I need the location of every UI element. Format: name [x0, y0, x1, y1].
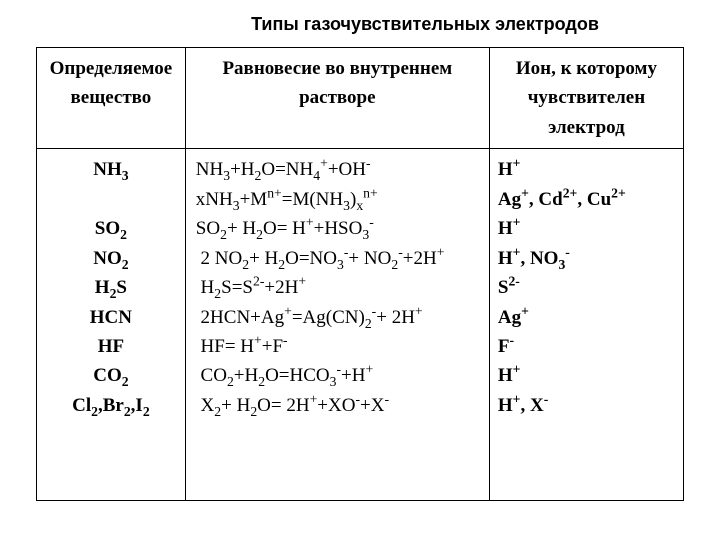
equilibrium-line: NH3+H2O=NH4++OH- — [196, 155, 481, 184]
analyte-line: SO2 — [45, 214, 177, 243]
ion-line: Ag+ — [498, 303, 675, 332]
page: Типы газочувствительных электродов Опред… — [0, 0, 720, 540]
equilibrium-line: xNH3+Mn+=M(NH3)xn+ — [196, 185, 481, 214]
ion-line: F- — [498, 332, 675, 361]
page-title: Типы газочувствительных электродов — [166, 14, 684, 35]
ion-line: H+, X- — [498, 391, 675, 420]
analyte-line: NO2 — [45, 244, 177, 273]
analyte-line — [45, 185, 177, 214]
ion-line: S2- — [498, 273, 675, 302]
equilibrium-line: 2 NO2+ H2O=NO3-+ NO2-+2H+ — [196, 244, 481, 273]
table-body-row: NH3 SO2NO2H2SHCNHFCO2Cl2,Br2,I2 NH3+H2O=… — [37, 149, 684, 501]
analyte-line: HCN — [45, 303, 177, 332]
equilibrium-line: HF= H++F- — [196, 332, 481, 361]
ion-line: Ag+, Cd2+, Cu2+ — [498, 185, 675, 214]
equilibrium-line: X2+ H2O= 2H++XO-+X- — [196, 391, 481, 420]
analyte-line: CO2 — [45, 361, 177, 390]
cell-equilibrium: NH3+H2O=NH4++OH-xNH3+Mn+=M(NH3)xn+SO2+ H… — [185, 149, 489, 501]
equilibrium-line: H2S=S2-+2H+ — [196, 273, 481, 302]
electrode-table: Определяемое вещество Равновесие во внут… — [36, 47, 684, 501]
ion-line: H+ — [498, 214, 675, 243]
equilibrium-line: CO2+H2O=HCO3-+H+ — [196, 361, 481, 390]
equilibrium-line: 2HCN+Ag+=Ag(CN)2-+ 2H+ — [196, 303, 481, 332]
equilibrium-line: SO2+ H2O= H++HSO3- — [196, 214, 481, 243]
analyte-line: H2S — [45, 273, 177, 302]
analyte-line: HF — [45, 332, 177, 361]
cell-ion: H+Ag+, Cd2+, Cu2+H+H+, NO3-S2-Ag+F-H+H+,… — [489, 149, 683, 501]
header-equilibrium: Равновесие во внутреннем растворе — [185, 48, 489, 149]
header-ion: Ион, к которому чувствителен электрод — [489, 48, 683, 149]
cell-analyte: NH3 SO2NO2H2SHCNHFCO2Cl2,Br2,I2 — [37, 149, 186, 501]
table-header-row: Определяемое вещество Равновесие во внут… — [37, 48, 684, 149]
header-analyte: Определяемое вещество — [37, 48, 186, 149]
analyte-line: NH3 — [45, 155, 177, 184]
ion-line: H+ — [498, 361, 675, 390]
ion-line: H+, NO3- — [498, 244, 675, 273]
ion-line: H+ — [498, 155, 675, 184]
analyte-line: Cl2,Br2,I2 — [45, 391, 177, 420]
